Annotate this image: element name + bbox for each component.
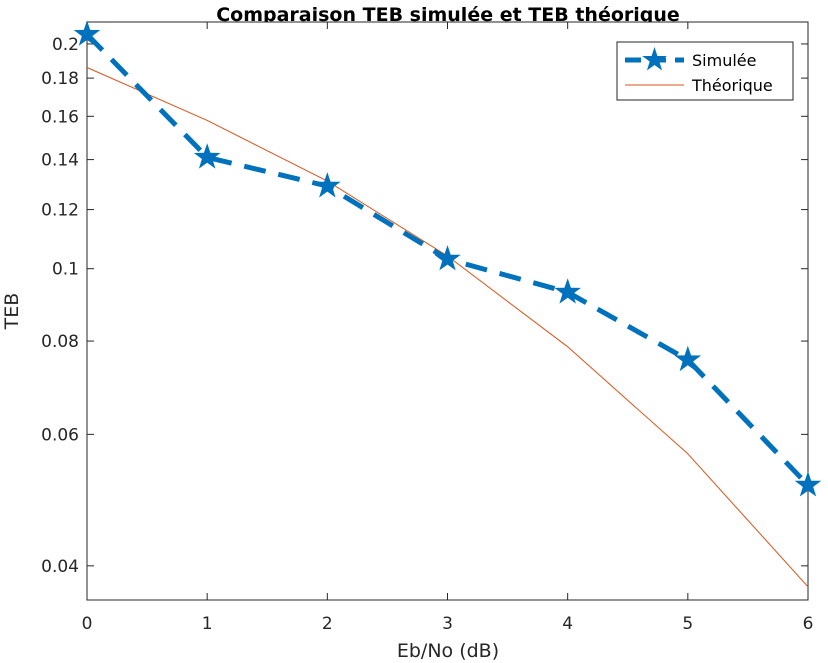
y-tick-label: 0.06 bbox=[41, 425, 79, 445]
series-simulee-point bbox=[193, 143, 221, 169]
y-tick-label: 0.2 bbox=[52, 35, 79, 55]
series-layer bbox=[73, 20, 822, 588]
x-tick-label: 5 bbox=[682, 614, 693, 634]
x-tick-label: 4 bbox=[562, 614, 573, 634]
series-simulee-point bbox=[314, 172, 341, 198]
x-tick-label: 3 bbox=[442, 614, 453, 634]
x-tick-label: 6 bbox=[803, 614, 814, 634]
y-tick-label: 0.04 bbox=[41, 557, 79, 577]
axes-box bbox=[86, 21, 809, 601]
chart-title: Comparaison TEB simulée et TEB théorique bbox=[216, 4, 680, 26]
y-tick-label: 0.1 bbox=[52, 260, 79, 280]
x-axis: 0 1 2 3 4 5 6 bbox=[82, 22, 814, 634]
y-tick-label: 0.12 bbox=[41, 201, 79, 221]
x-tick-label: 2 bbox=[322, 614, 333, 634]
legend-simulee-star-icon bbox=[642, 47, 667, 71]
x-tick-label: 0 bbox=[82, 614, 93, 634]
x-tick-label: 1 bbox=[202, 614, 213, 634]
y-axis-title: TEB bbox=[1, 293, 23, 331]
series-simulee-point bbox=[674, 345, 702, 372]
series-simulee-point bbox=[554, 278, 581, 304]
y-tick-label: 0.16 bbox=[41, 107, 79, 127]
series-simulee-point bbox=[434, 245, 461, 271]
y-tick-label: 0.14 bbox=[41, 151, 79, 171]
legend-theorique-label: Théorique bbox=[691, 76, 773, 95]
series-simulee-point bbox=[73, 20, 101, 46]
legend: Simulée Théorique bbox=[616, 41, 794, 101]
series-simulee-point bbox=[794, 471, 822, 497]
y-tick-label: 0.08 bbox=[41, 332, 79, 352]
legend-simulee-label: Simulée bbox=[692, 51, 756, 70]
legend-box bbox=[616, 41, 794, 101]
x-axis-title: Eb/No (dB) bbox=[397, 640, 499, 662]
y-tick-label: 0.18 bbox=[41, 69, 79, 89]
y-axis: 0.04 0.06 0.08 0.1 0.12 0.14 0.16 0.18 0.2 bbox=[41, 35, 808, 577]
